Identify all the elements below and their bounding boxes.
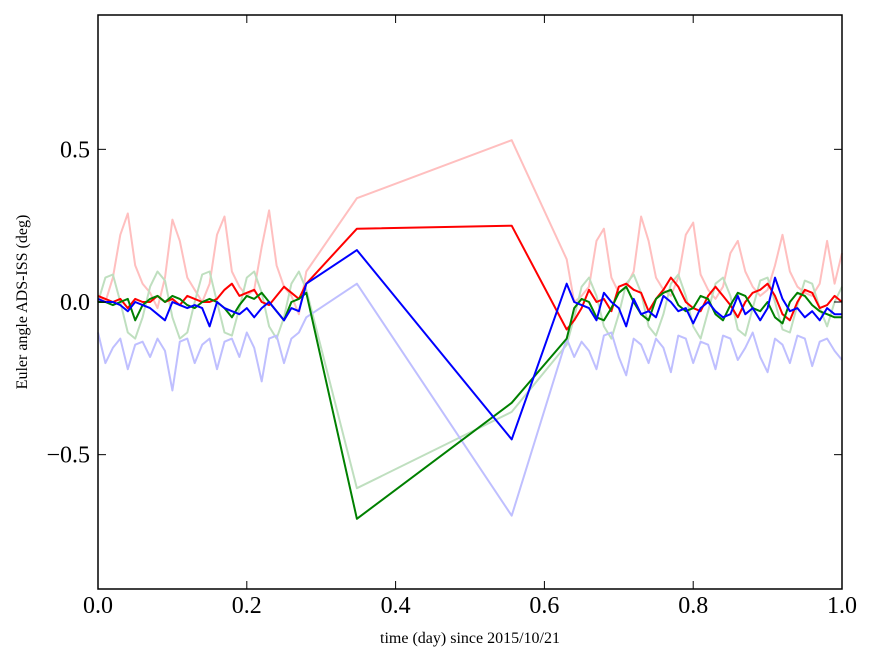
y-axis-label: Euler angle ADS-ISS (deg) <box>14 215 31 390</box>
x-axis-label: time (day) since 2015/10/21 <box>380 630 560 647</box>
series-line-2 <box>97 282 843 517</box>
series-line-5 <box>97 249 842 441</box>
x-tick-label: 0.2 <box>232 593 262 619</box>
x-tick-label: 0.0 <box>83 593 113 619</box>
y-tick-label: 0.0 <box>60 290 90 316</box>
tick-layer: 0.0 0.2 0.4 0.6 0.8 1.0 −0.5 0.0 0.5 <box>46 15 857 619</box>
series-line-4 <box>98 285 842 520</box>
x-tick-label: 0.4 <box>381 593 411 619</box>
y-tick-label: 0.5 <box>60 137 90 163</box>
x-tick-label: 0.8 <box>678 593 708 619</box>
y-tick-label: −0.5 <box>46 443 90 469</box>
x-tick-label: 0.6 <box>529 593 559 619</box>
x-tick-label: 1.0 <box>827 593 857 619</box>
series-layer <box>97 139 843 520</box>
